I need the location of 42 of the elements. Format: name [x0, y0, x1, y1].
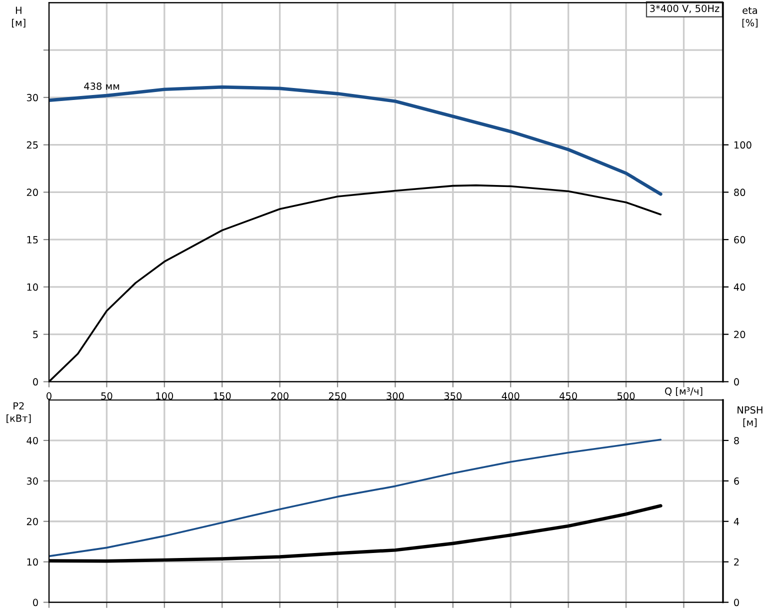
x-tick-label: 500	[618, 392, 635, 400]
line-series	[49, 438, 662, 558]
y-tick-label: 40	[26, 436, 38, 444]
y-tick-label: 20	[26, 188, 38, 196]
x-axis-title: Q [м³/ч]	[665, 387, 702, 396]
x-tick-label: 450	[560, 392, 577, 400]
x-tick-label: 300	[386, 392, 404, 400]
x-tick-label: 400	[502, 392, 520, 400]
x-tick-label: 150	[214, 392, 231, 400]
y2-tick-label: 8	[734, 436, 739, 444]
x-tick-label: 0	[46, 392, 52, 400]
y-tick-label: 10	[27, 558, 38, 566]
y-tick-label: 0	[33, 598, 38, 606]
y-tick-label: 30	[26, 94, 38, 102]
y-tick-label: 30	[26, 477, 38, 485]
y-tick-label: 15	[27, 236, 38, 244]
y2-tick-label: 100	[734, 141, 752, 149]
x-tick-label: 50	[101, 392, 112, 400]
y2-tick-label: 20	[734, 330, 746, 338]
x-tick-label: 200	[271, 392, 288, 400]
y2-tick-label: 0	[734, 598, 739, 606]
y2-tick-label: 6	[734, 477, 739, 485]
y2-axis-title: eta [%]	[742, 7, 758, 28]
y-tick-label: 10	[27, 283, 38, 291]
y-tick-label: 25	[26, 141, 38, 149]
chart-title: 3*400 V, 50Hz	[650, 4, 720, 14]
y2-tick-label: 2	[734, 558, 739, 566]
y2-axis-title: NPSH [м]	[738, 406, 762, 428]
y-tick-label: 0	[33, 378, 38, 386]
y-axis-title: P2 [кВт]	[6, 402, 31, 424]
y-tick-label: 20	[26, 518, 38, 526]
y2-tick-label: 4	[734, 518, 740, 526]
y-axis-title: H [м]	[12, 6, 26, 28]
y-tick-label: 5	[33, 330, 38, 338]
x-tick-label: 100	[156, 392, 174, 400]
x-tick-label: 250	[328, 392, 346, 400]
y2-tick-label: 80	[734, 188, 746, 196]
y2-tick-label: 40	[734, 283, 746, 291]
x-tick-label: 350	[444, 392, 462, 400]
y2-tick-label: 60	[734, 236, 746, 244]
annotation: 438 мм	[84, 82, 120, 90]
y2-tick-label: 0	[734, 378, 739, 386]
